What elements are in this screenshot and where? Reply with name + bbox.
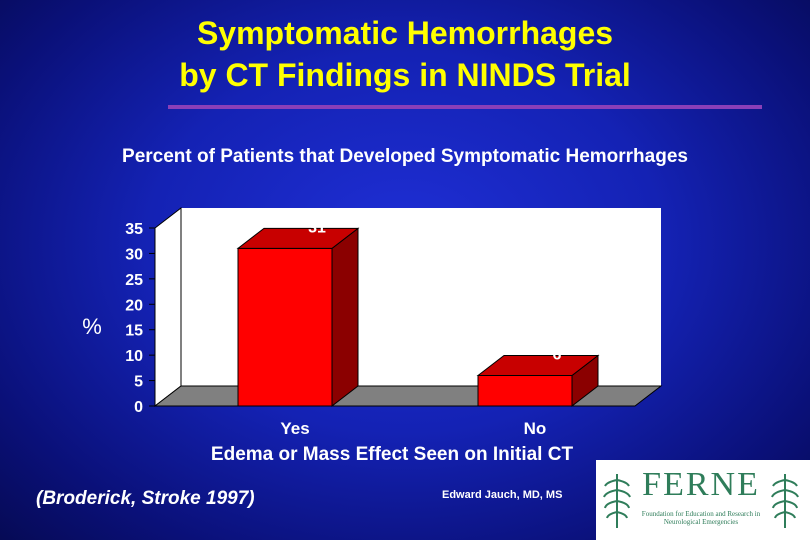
y-tick-label: 0 <box>134 399 143 416</box>
bar-top <box>236 227 360 249</box>
y-axis-label: % <box>82 314 102 339</box>
logo-wordmark: FERNE <box>642 466 760 503</box>
citation: (Broderick, Stroke 1997) <box>36 488 255 509</box>
bar-chart: 0 5 10 15 20 25 30 35% 31 Yes 6 No Edema or Mass Eff… <box>82 206 663 465</box>
y-tick-label: 10 <box>125 348 143 365</box>
chart-title: Percent of Patients that Developed Sympt… <box>122 146 688 167</box>
category-label: Yes <box>280 419 309 438</box>
y-tick-label: 20 <box>125 297 143 314</box>
author-credit: Edward Jauch, MD, MS <box>442 489 563 501</box>
logo-tagline: Foundation for Education and Research in… <box>641 510 761 526</box>
y-tick-label: 15 <box>125 323 143 340</box>
data-label: 6 <box>553 346 562 363</box>
title-line-2: by CT Findings in NINDS Trial <box>179 57 631 93</box>
ferne-logo: FERNE Foundation for Education and Resea… <box>596 460 810 540</box>
slide-title: Symptomatic Hemorrhages by CT Findings i… <box>0 12 810 96</box>
y-tick-label: 5 <box>134 374 143 391</box>
bar-top <box>476 354 600 376</box>
y-tick-label: 35 <box>125 221 143 238</box>
bar-front <box>477 374 573 407</box>
bar-side <box>331 227 359 408</box>
title-divider <box>168 105 762 109</box>
y-tick-label: 30 <box>125 246 143 263</box>
title-line-1: Symptomatic Hemorrhages <box>196 15 614 51</box>
plot-side-wall <box>154 206 182 408</box>
fern-leaf-icon <box>771 474 799 528</box>
data-label: 31 <box>308 219 326 236</box>
bar-front <box>237 247 333 407</box>
y-tick-label: 25 <box>125 272 143 289</box>
fern-leaf-icon <box>603 474 631 528</box>
x-axis-label: Edema or Mass Effect Seen on Initial CT <box>211 444 574 465</box>
category-label: No <box>524 419 547 438</box>
